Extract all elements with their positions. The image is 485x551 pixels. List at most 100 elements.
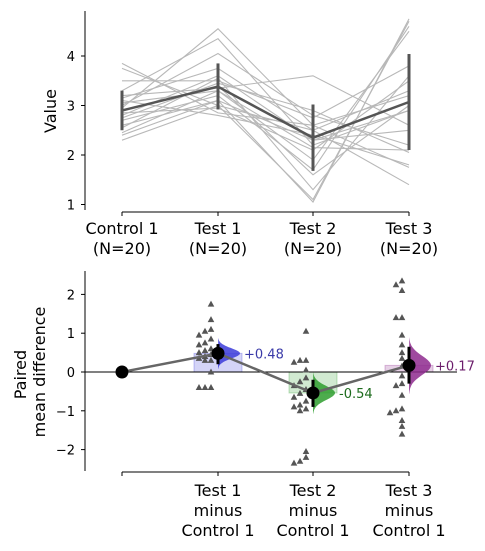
y-tick-label: 1	[67, 199, 75, 214]
bootstrap-distribution	[218, 337, 240, 369]
bootstrap-distribution	[409, 337, 431, 394]
difference-point	[296, 401, 304, 408]
delta-connector	[121, 352, 410, 395]
difference-point	[398, 422, 406, 429]
paired-line	[121, 52, 410, 146]
paired-line	[121, 104, 410, 186]
difference-point	[201, 384, 209, 391]
difference-point	[207, 325, 215, 332]
difference-point	[398, 417, 406, 423]
y-tick-label: −2	[56, 444, 75, 459]
difference-point	[290, 459, 298, 466]
y-tick-label: 2	[67, 149, 75, 164]
group-n-label: (N=20)	[284, 239, 342, 258]
top-y-ticks: 1 2 3 4	[67, 50, 85, 214]
delta-value-label: +0.48	[244, 347, 284, 362]
difference-point	[296, 389, 304, 396]
difference-point	[398, 405, 406, 412]
difference-point	[195, 384, 203, 391]
paired-line	[121, 75, 410, 126]
group-n-label: (N=20)	[93, 239, 151, 258]
y-tick-label: 0	[67, 366, 75, 381]
difference-point	[392, 281, 400, 288]
difference-point	[398, 380, 406, 387]
comparison-label: minus	[289, 501, 338, 520]
difference-point	[207, 300, 215, 307]
difference-point	[201, 347, 209, 354]
difference-point	[207, 356, 215, 363]
comparison-label: minus	[385, 501, 434, 520]
paired-line	[121, 75, 410, 191]
delta-means-layer: +0.48 -0.54 +0.17	[115, 344, 475, 407]
difference-point	[195, 331, 203, 338]
paired-lines-layer	[121, 18, 410, 203]
difference-point	[398, 331, 406, 338]
paired-line	[121, 80, 410, 151]
group-name-label: Test 3	[385, 219, 433, 238]
y-tick-label: 1	[67, 327, 75, 342]
difference-point	[302, 366, 310, 373]
paired-line	[122, 65, 410, 119]
group-name-label: Control 1	[85, 219, 158, 238]
difference-point	[398, 314, 406, 321]
difference-point	[392, 407, 400, 414]
paired-line	[121, 30, 410, 161]
difference-point	[195, 349, 203, 356]
difference-point	[398, 287, 406, 294]
difference-point	[392, 314, 400, 321]
difference-point	[195, 341, 203, 348]
delta-value-label: -0.54	[339, 387, 373, 402]
difference-point	[302, 397, 310, 404]
y-tick-label: −1	[56, 405, 75, 420]
top-y-axis-title: Value	[41, 89, 60, 133]
difference-point	[302, 405, 310, 412]
delta-point	[402, 358, 416, 372]
difference-point	[398, 354, 406, 361]
bottom-y-ticks: −2 −1 0 1 2	[56, 288, 85, 459]
paired-line	[121, 75, 410, 141]
comparison-label: Control 1	[181, 521, 254, 540]
mean-line	[121, 85, 410, 140]
difference-point	[207, 384, 215, 391]
difference-point	[207, 335, 215, 342]
paired-line	[121, 99, 410, 166]
group-means-layer	[120, 54, 411, 171]
paired-line	[121, 82, 410, 154]
difference-point	[398, 277, 406, 284]
group-name-label: Test 2	[289, 219, 337, 238]
group-n-label: (N=20)	[189, 239, 247, 258]
difference-point	[386, 409, 394, 416]
delta-value-label: +0.17	[435, 359, 475, 374]
difference-point	[290, 393, 298, 400]
difference-point	[290, 358, 298, 365]
comparison-label: Control 1	[276, 521, 349, 540]
difference-point	[398, 341, 406, 348]
difference-point	[392, 382, 400, 389]
comparison-label: Test 2	[289, 481, 337, 500]
difference-point	[290, 403, 298, 410]
difference-point	[296, 378, 304, 385]
paired-line	[121, 38, 410, 146]
difference-point	[296, 407, 304, 414]
difference-point	[296, 457, 304, 464]
comparison-label: Test 3	[385, 481, 433, 500]
bottom-y-axis-title-line-2: mean difference	[30, 307, 49, 438]
difference-point	[398, 430, 406, 437]
paired-line	[121, 21, 410, 201]
difference-point	[201, 339, 209, 346]
difference-point	[398, 391, 406, 398]
top-x-ticks: Control 1(N=20)Test 1(N=20)Test 2(N=20)T…	[85, 212, 438, 258]
difference-point	[207, 316, 215, 323]
difference-point	[302, 453, 310, 460]
difference-point	[302, 356, 310, 363]
control-point	[115, 365, 129, 379]
difference-point	[207, 368, 215, 375]
difference-point	[302, 374, 310, 381]
comparison-label: Test 1	[194, 481, 242, 500]
difference-point	[398, 349, 406, 356]
comparison-label: Control 1	[372, 521, 445, 540]
comparison-label: minus	[194, 501, 243, 520]
